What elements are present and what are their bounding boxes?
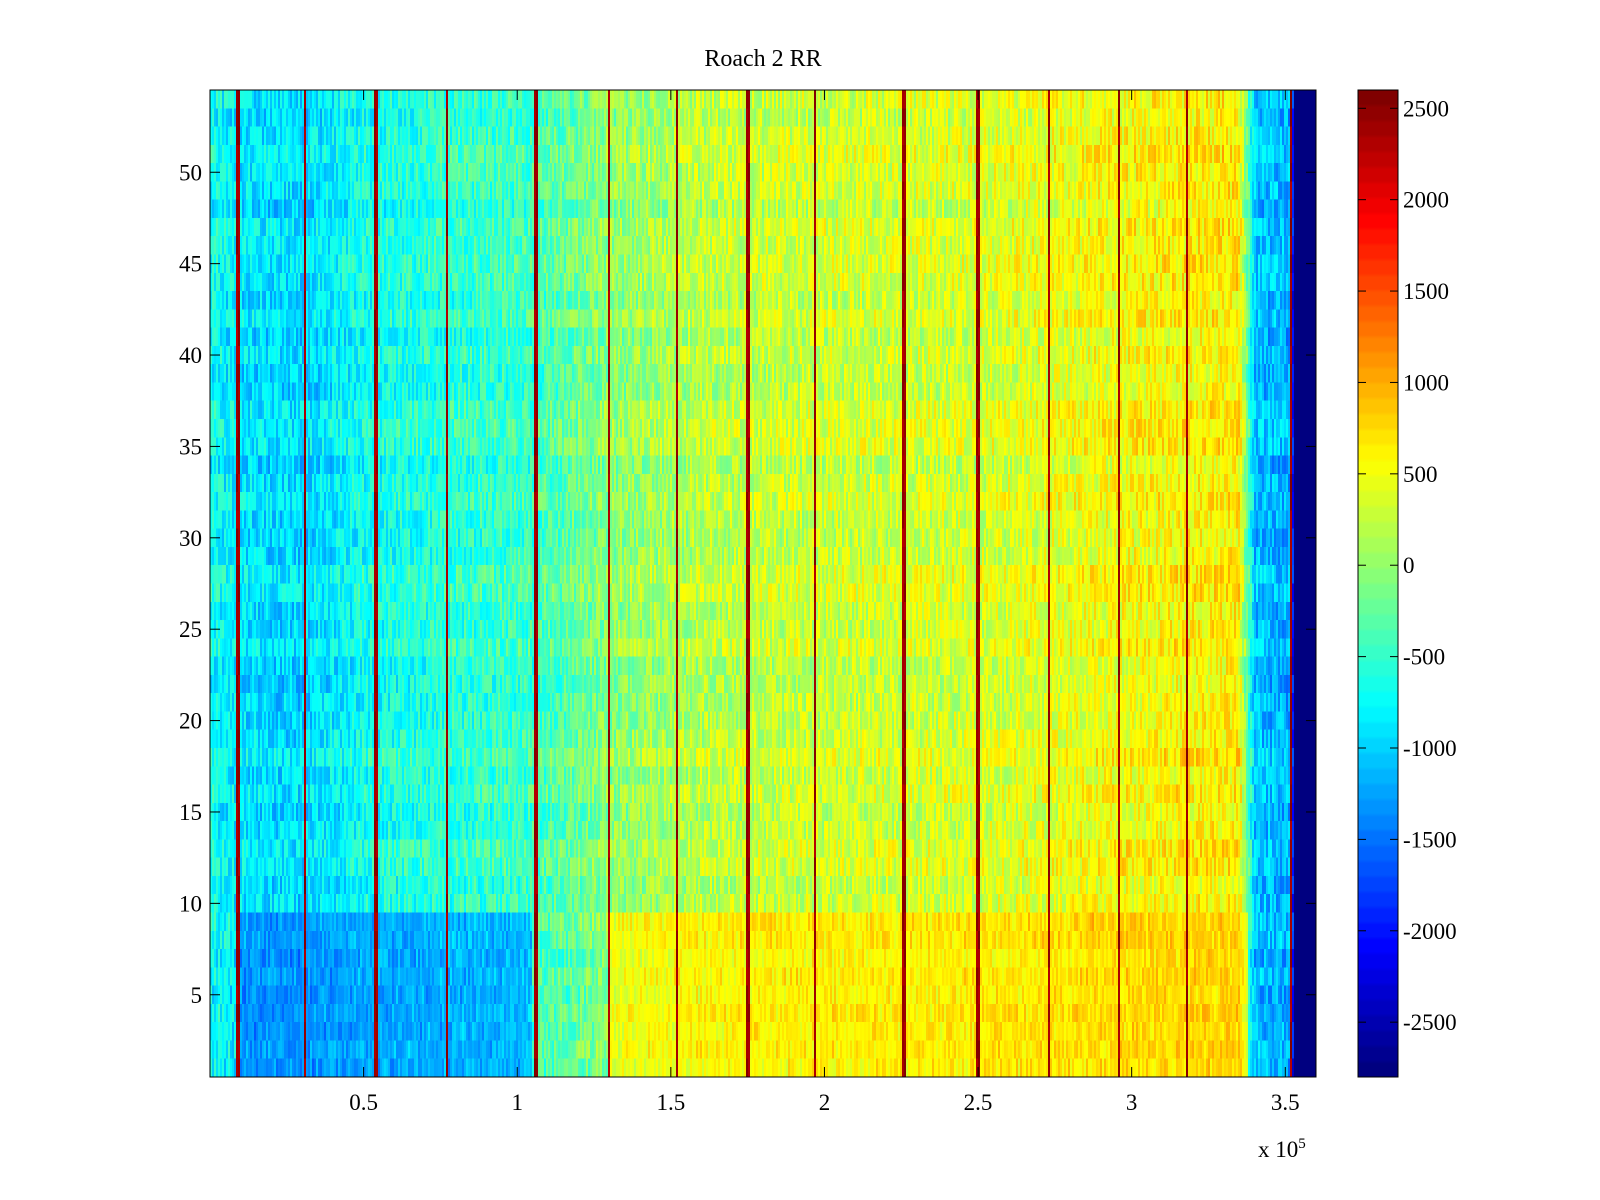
x-tick-label: 2.5 <box>964 1090 993 1115</box>
colorbar-tick-label: 500 <box>1403 462 1438 487</box>
x-tick-label: 2 <box>819 1090 831 1115</box>
y-tick-label: 30 <box>179 526 202 551</box>
y-axis: 5 10 15 20 25 30 35 40 45 50 <box>179 160 1316 1008</box>
colorbar-frame <box>1357 89 1399 1078</box>
x-multiplier-exponent: 5 <box>1298 1136 1306 1152</box>
colorbar-tick-label: 1500 <box>1403 279 1449 304</box>
colorbar-tick-label: 0 <box>1403 553 1415 578</box>
x-tick-label: 1 <box>511 1090 523 1115</box>
x-multiplier-base: x 10 <box>1258 1137 1298 1162</box>
y-tick-label: 15 <box>179 800 202 825</box>
colorbar-axis: 2500 2000 1500 1000 500 0 -500 -1000 -1500 -2000 -… <box>1358 96 1457 1035</box>
y-tick-label: 40 <box>179 343 202 368</box>
colorbar-tick-label: 1000 <box>1403 370 1449 395</box>
y-tick-label: 35 <box>179 434 202 459</box>
x-tick-label: 3 <box>1126 1090 1138 1115</box>
y-tick-label: 50 <box>179 160 202 185</box>
colorbar-gradient <box>1358 90 1398 1077</box>
colorbar-tick-label: -2000 <box>1403 919 1457 944</box>
colorbar-tick-label: 2000 <box>1403 188 1449 213</box>
x-tick-label: 1.5 <box>656 1090 685 1115</box>
x-axis: 0.5 1 1.5 2 2.5 3 3.5 <box>349 90 1300 1115</box>
colorbar-tick-label: -1500 <box>1403 827 1457 852</box>
y-tick-label: 20 <box>179 709 202 734</box>
y-tick-label: 10 <box>179 891 202 916</box>
plot-frame <box>209 89 1317 1078</box>
y-tick-label: 5 <box>191 983 203 1008</box>
colorbar-tick-label: -1000 <box>1403 736 1457 761</box>
x-tick-label: 3.5 <box>1271 1090 1300 1115</box>
heatmap-image <box>210 90 1316 1077</box>
x-tick-label: 0.5 <box>349 1090 378 1115</box>
colorbar-tick-label: -500 <box>1403 645 1445 670</box>
colorbar-tick-label: -2500 <box>1403 1010 1457 1035</box>
y-tick-label: 45 <box>179 252 202 277</box>
chart-title: Roach 2 RR <box>704 46 821 72</box>
colorbar-tick-label: 2500 <box>1403 96 1449 121</box>
y-tick-label: 25 <box>179 617 202 642</box>
x-multiplier-label: x 105 <box>1258 1136 1306 1162</box>
